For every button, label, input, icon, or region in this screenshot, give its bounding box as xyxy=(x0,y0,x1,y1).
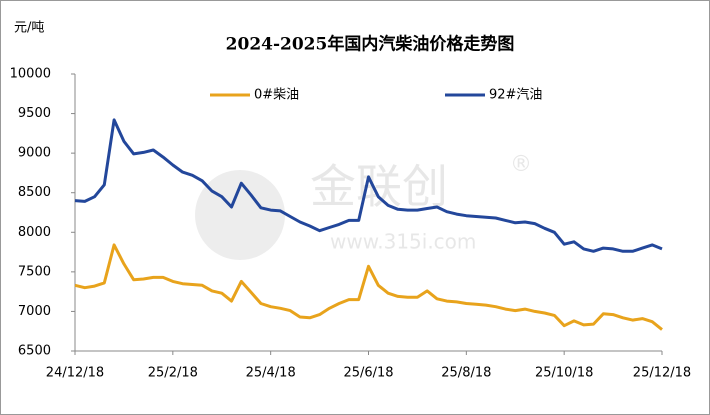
y-tick-label: 10000 xyxy=(10,67,51,82)
legend-label: 92#汽油 xyxy=(489,88,542,103)
y-tick-label: 8000 xyxy=(18,225,51,240)
x-tick-label: 25/12/18 xyxy=(633,366,691,381)
legend-label: 0#柴油 xyxy=(254,88,299,103)
y-unit: 元/吨 xyxy=(14,21,44,36)
y-tick-label: 6500 xyxy=(18,344,51,359)
y-tick-label: 9500 xyxy=(18,106,51,121)
y-tick-label: 7500 xyxy=(18,264,51,279)
series-line xyxy=(74,118,663,253)
watermark-url: www.315i.com xyxy=(330,230,476,254)
watermark: 金联创 ® www.315i.com xyxy=(195,152,532,260)
x-tick-label: 24/12/18 xyxy=(46,366,104,381)
y-tick-label: 7000 xyxy=(18,304,51,319)
chart-title: 2024-2025年国内汽柴油价格走势图 xyxy=(226,34,515,55)
y-tick-label: 9000 xyxy=(18,146,51,161)
x-tick-label: 25/10/18 xyxy=(535,366,593,381)
x-tick-label: 25/8/18 xyxy=(441,366,491,381)
watermark-symbol: ® xyxy=(510,152,532,177)
watermark-logo xyxy=(195,170,285,260)
watermark-text: 金联创 xyxy=(310,160,448,214)
y-tick-label: 8500 xyxy=(18,185,51,200)
series-line xyxy=(74,243,663,331)
x-tick-label: 25/4/18 xyxy=(246,366,296,381)
x-tick-label: 25/6/18 xyxy=(343,366,393,381)
x-tick-label: 25/2/18 xyxy=(148,366,198,381)
